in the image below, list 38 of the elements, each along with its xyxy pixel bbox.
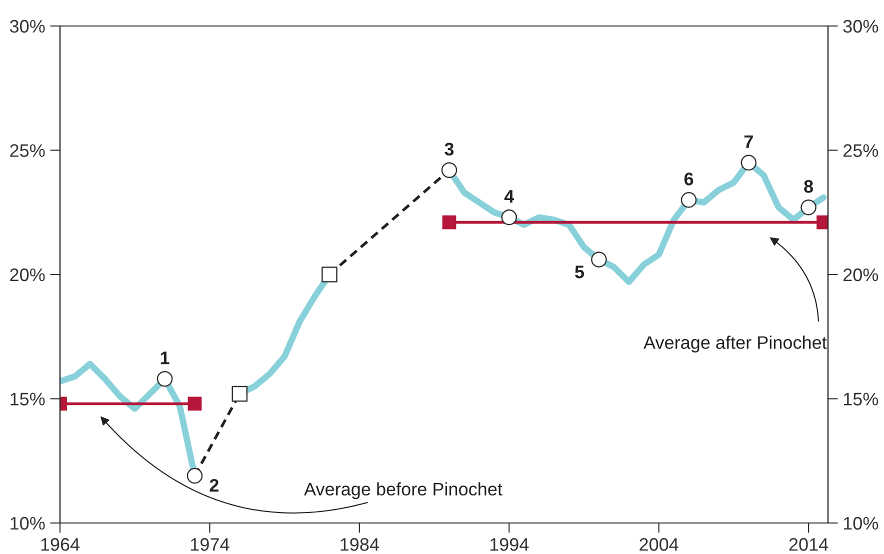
point <box>680 192 697 208</box>
point <box>186 468 203 484</box>
annotation: 2 <box>210 478 218 492</box>
point <box>800 199 816 216</box>
point <box>156 370 173 387</box>
point <box>442 215 456 230</box>
annotation: 1 <box>160 352 170 364</box>
y-tick-label: 15% <box>10 392 45 406</box>
y2-tick-label: 25% <box>843 144 878 157</box>
annotation: Average after Pinochet <box>644 336 827 352</box>
y-tick-label: 10% <box>10 516 45 530</box>
y2-tick-label: 10% <box>844 516 878 530</box>
point <box>591 252 607 268</box>
point <box>501 209 518 226</box>
x-tick-label: 2014 <box>789 538 828 551</box>
point <box>322 266 338 282</box>
point <box>232 386 248 402</box>
x-tick-label: 1994 <box>490 538 529 551</box>
point <box>816 215 828 230</box>
annotation: 5 <box>575 266 584 278</box>
annotation: 3 <box>444 142 454 156</box>
y2-tick-label: 20% <box>843 268 878 282</box>
annotation: Average before Pinochet <box>304 482 502 500</box>
x-tick-label: 1974 <box>191 538 230 551</box>
point <box>441 162 458 178</box>
x-tick-label: 1984 <box>340 538 379 551</box>
x-tick-label: 2004 <box>640 538 678 551</box>
point <box>740 154 757 171</box>
annotation: 6 <box>684 172 694 186</box>
y-tick-label: 20% <box>10 268 45 282</box>
annotation: 8 <box>804 180 814 193</box>
x-tick-label: 1964 <box>41 538 80 551</box>
y-tick-label: 25% <box>10 144 45 157</box>
annotation: 7 <box>744 135 753 148</box>
y2-tick-label: 30% <box>843 20 878 33</box>
y-tick-label: 30% <box>10 20 45 33</box>
y2-tick-label: 15% <box>844 392 878 406</box>
annotation: 4 <box>504 190 514 203</box>
